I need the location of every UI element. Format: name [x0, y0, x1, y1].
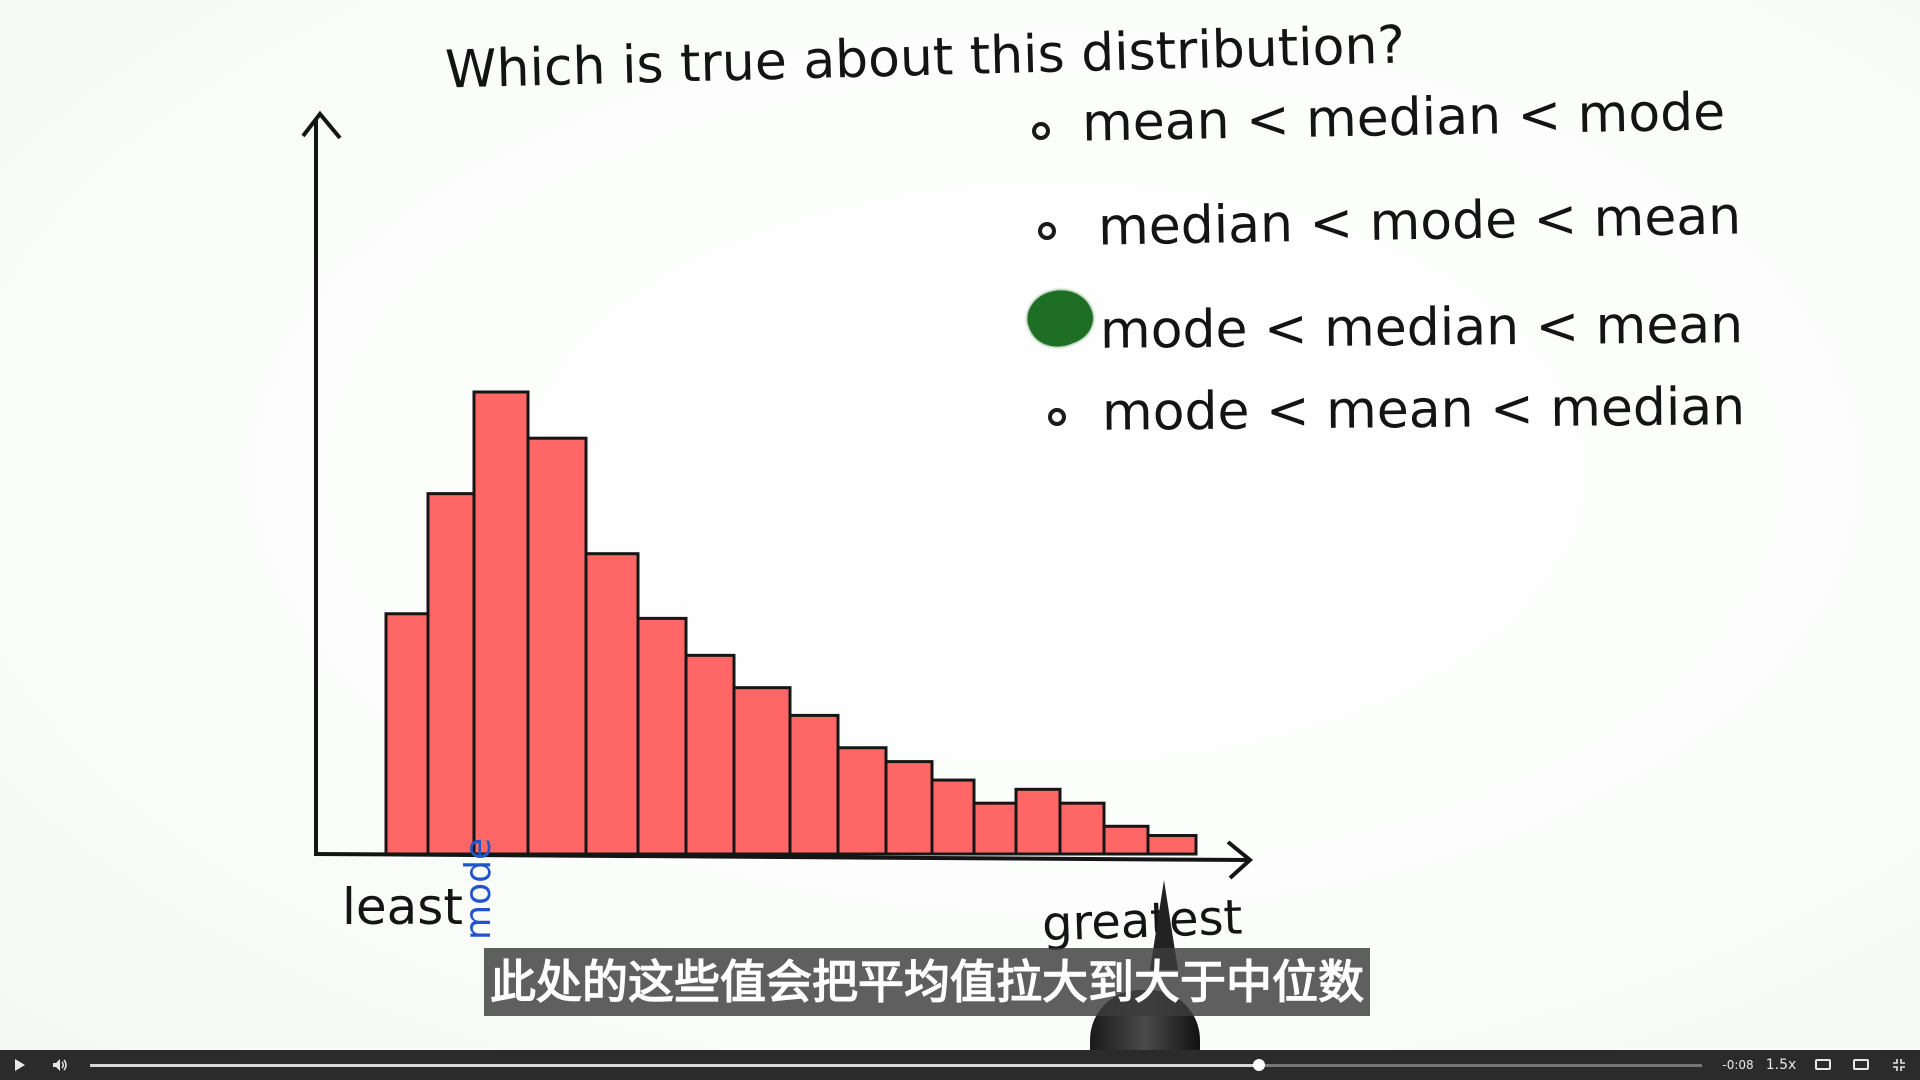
picture-in-picture-button[interactable] — [1848, 1050, 1874, 1080]
fullscreen-button[interactable] — [1886, 1050, 1912, 1080]
histogram-bar — [972, 801, 1018, 856]
captions-icon — [1815, 1059, 1831, 1070]
time-remaining: -0:08 — [1722, 1058, 1754, 1072]
option-2-radio — [1038, 222, 1056, 240]
histogram-bar — [684, 653, 736, 856]
histogram-bar — [1102, 824, 1150, 856]
histogram-bar — [472, 390, 530, 856]
progress-bar[interactable] — [90, 1059, 1702, 1071]
progress-handle[interactable] — [1252, 1059, 1265, 1071]
histogram-bar — [526, 436, 588, 856]
y-axis-arrow-icon — [301, 110, 342, 140]
histogram-bar — [930, 778, 976, 856]
picture-in-picture-icon — [1853, 1059, 1869, 1070]
histogram-bar — [1058, 801, 1106, 856]
volume-button[interactable] — [48, 1050, 72, 1080]
playback-speed-button[interactable]: 1.5x — [1765, 1057, 1797, 1073]
histogram-bar — [1146, 834, 1198, 856]
histogram-bar — [836, 746, 888, 856]
histogram-bar — [1014, 787, 1062, 856]
fullscreen-icon — [1893, 1058, 1905, 1071]
captions-button[interactable] — [1810, 1050, 1836, 1080]
histogram-bar — [426, 492, 476, 856]
play-icon — [15, 1058, 25, 1071]
video-player-controls: -0:08 1.5x — [0, 1050, 1920, 1080]
subtitle-caption: 此处的这些值会把平均值拉大到大于中位数 — [484, 948, 1370, 1016]
video-frame: Which is true about this distribution? m… — [0, 0, 1920, 1050]
histogram — [301, 110, 1254, 880]
x-axis-label-mode: mode — [458, 837, 499, 940]
x-axis-arrow-icon — [1226, 840, 1254, 880]
histogram-bar — [732, 686, 792, 856]
histogram-bar — [788, 713, 840, 856]
x-axis-label-least: least — [342, 878, 463, 936]
histogram-bar — [884, 760, 934, 856]
histogram-bar — [584, 552, 640, 856]
histogram-bar — [384, 612, 430, 856]
x-axis — [313, 852, 1249, 862]
volume-icon — [53, 1058, 67, 1071]
histogram-bar — [636, 616, 688, 856]
play-button[interactable] — [8, 1050, 32, 1080]
option-1-radio — [1032, 122, 1050, 140]
progress-fill — [90, 1064, 1259, 1067]
option-4-radio — [1048, 408, 1066, 426]
x-axis-label-greatest: greatest — [1041, 889, 1244, 953]
